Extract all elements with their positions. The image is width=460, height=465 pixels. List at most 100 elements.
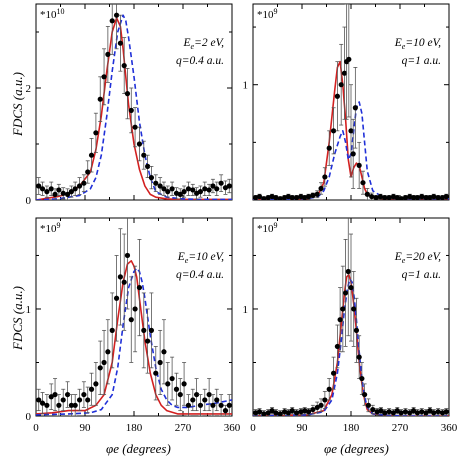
- data-point: [165, 381, 171, 387]
- annotation-energy-value: =2 eV,: [194, 37, 224, 49]
- data-point: [382, 410, 388, 416]
- y-tick-label: 2: [26, 83, 32, 95]
- theory-curve-dashed: [36, 14, 232, 200]
- y-axis-label-bottom: FDCS (a.u.): [10, 286, 25, 350]
- data-point: [72, 402, 78, 408]
- annotation-energy-symbol: E: [394, 37, 402, 49]
- data-point: [136, 141, 143, 147]
- data-point: [81, 180, 87, 186]
- plot-area: [253, 218, 449, 416]
- data-point: [378, 408, 384, 414]
- data-point: [390, 410, 397, 416]
- data-point: [76, 183, 83, 189]
- data-point: [341, 70, 348, 76]
- plot-area: [36, 4, 232, 200]
- data-point: [326, 386, 332, 392]
- data-point: [52, 191, 58, 197]
- data-point: [419, 409, 425, 415]
- scale-factor-exponent: 9: [274, 221, 278, 230]
- panel-bottom-right: 0 90 180 270 360 1 *109 Ee=20 eV, q=1 a.u.: [243, 217, 458, 434]
- annotation-energy-symbol: E: [177, 251, 185, 263]
- annotation-energy-value: =10 eV,: [405, 37, 441, 49]
- annotation-momentum: q=1 a.u.: [402, 269, 441, 281]
- data-point: [289, 195, 295, 200]
- data-point: [330, 128, 337, 134]
- data-point: [145, 338, 151, 344]
- scale-factor-label: *109: [40, 221, 61, 235]
- data-point: [113, 12, 120, 18]
- data-point: [81, 391, 87, 398]
- data-point: [365, 402, 372, 408]
- data-point: [93, 130, 99, 136]
- data-point: [197, 189, 204, 195]
- x-axis-label-left: φe (degrees): [106, 441, 171, 456]
- data-point: [52, 391, 58, 398]
- data-point: [386, 409, 392, 415]
- data-point: [48, 394, 54, 400]
- data-point: [337, 317, 343, 323]
- data-point: [382, 195, 388, 200]
- data-point: [322, 174, 328, 180]
- data-point: [261, 196, 267, 200]
- data-point: [141, 327, 147, 333]
- y-axis-label-top: FDCS (a.u.): [10, 72, 25, 136]
- data-point: [153, 370, 159, 376]
- y-tick-label: 0: [26, 411, 32, 423]
- annotation-energy-subscript: e: [191, 42, 195, 51]
- data-point: [124, 252, 131, 259]
- data-point: [194, 391, 200, 398]
- data-point: [427, 408, 433, 414]
- data-point: [64, 391, 71, 398]
- data-point: [362, 391, 368, 398]
- x-axis-label-right: φe (degrees): [324, 441, 389, 456]
- data-point: [318, 185, 324, 192]
- annotation-energy-value: =10 eV,: [188, 251, 224, 263]
- data-point: [318, 402, 324, 408]
- annotation-momentum: q=0.4 a.u.: [176, 269, 224, 281]
- data-point: [411, 195, 417, 200]
- annotation-energy-subscript: e: [402, 42, 406, 51]
- data-point: [435, 409, 441, 415]
- data-point: [202, 397, 208, 403]
- data-point: [157, 359, 163, 366]
- annotation-momentum: q=0.4 a.u.: [176, 55, 224, 67]
- annotation-momentum: q=1 a.u.: [402, 55, 441, 67]
- data-point: [68, 189, 74, 195]
- data-point: [101, 74, 107, 80]
- data-point: [289, 408, 295, 414]
- data-point: [423, 410, 429, 416]
- annotation-energy-symbol: E: [394, 251, 402, 263]
- data-point: [293, 410, 300, 416]
- data-point: [181, 189, 187, 195]
- data-point: [60, 397, 66, 403]
- data-point: [402, 409, 409, 415]
- data-point: [97, 96, 103, 102]
- annotation-energy-symbol: E: [182, 37, 190, 49]
- data-point: [377, 193, 383, 200]
- data-point: [148, 327, 155, 333]
- data-point: [218, 180, 224, 186]
- data-point: [226, 183, 232, 189]
- data-point: [373, 195, 379, 200]
- data-point: [181, 381, 187, 387]
- data-point: [269, 408, 275, 414]
- data-point: [293, 195, 300, 200]
- data-point: [351, 306, 357, 312]
- data-point: [423, 195, 429, 200]
- data-point: [402, 195, 409, 200]
- data-point: [105, 349, 111, 355]
- data-point: [314, 191, 320, 197]
- data-point: [326, 145, 332, 151]
- y-tick-label: 0: [26, 195, 32, 207]
- data-point: [101, 359, 107, 366]
- data-point: [169, 186, 175, 192]
- data-point: [398, 196, 404, 200]
- data-point: [394, 408, 400, 414]
- data-point: [346, 56, 352, 62]
- data-point: [121, 63, 127, 69]
- data-point: [128, 107, 134, 113]
- data-point: [36, 397, 42, 403]
- data-point: [136, 284, 143, 291]
- data-point: [44, 402, 50, 408]
- data-point: [431, 410, 437, 416]
